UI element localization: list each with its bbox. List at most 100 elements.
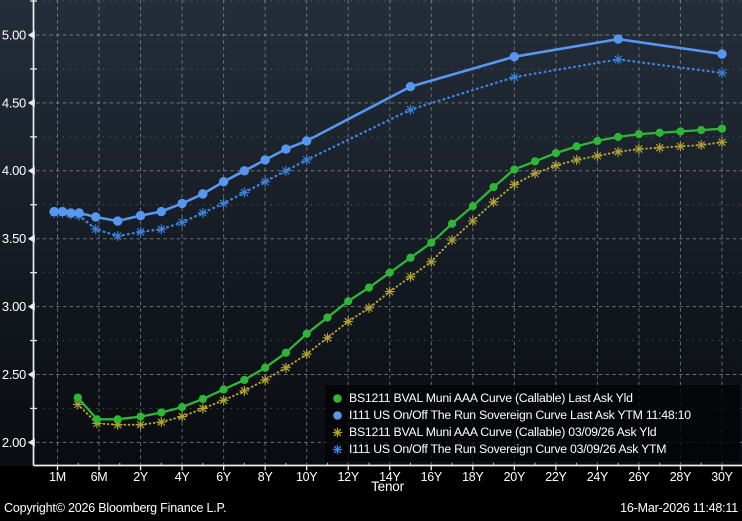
data-point-sovereign-030926-9Y[interactable] bbox=[280, 165, 291, 176]
data-point-sovereign-030926-6Y[interactable] bbox=[218, 198, 229, 209]
data-point-sovereign-last-15Y[interactable] bbox=[405, 81, 416, 92]
data-point-muni-last-4Y[interactable] bbox=[177, 402, 187, 412]
data-point-muni-last-15Y[interactable] bbox=[406, 253, 415, 262]
data-point-sovereign-030926-15Y[interactable] bbox=[405, 104, 416, 115]
data-point-sovereign-030926-6M[interactable] bbox=[90, 224, 101, 235]
data-point-muni-030926-24Y[interactable] bbox=[592, 150, 603, 161]
data-point-muni-last-6Y[interactable] bbox=[219, 385, 228, 394]
data-point-muni-last-9Y[interactable] bbox=[281, 348, 291, 357]
data-point-muni-last-17Y[interactable] bbox=[447, 219, 457, 228]
data-point-muni-last-20Y[interactable] bbox=[510, 165, 519, 174]
data-point-muni-030926-19Y[interactable] bbox=[488, 197, 499, 208]
data-point-sovereign-last-2M[interactable] bbox=[57, 206, 68, 217]
data-point-sovereign-last-30Y[interactable] bbox=[717, 49, 727, 59]
data-point-muni-030926-3Y[interactable] bbox=[156, 417, 167, 428]
data-point-muni-last-19Y[interactable] bbox=[489, 182, 498, 192]
data-point-sovereign-last-3M[interactable] bbox=[66, 208, 76, 218]
data-point-muni-last-22Y[interactable] bbox=[551, 149, 560, 158]
data-point-sovereign-030926-30Y[interactable] bbox=[716, 68, 727, 79]
data-point-muni-last-11Y[interactable] bbox=[323, 313, 332, 322]
data-point-muni-last-1Y[interactable] bbox=[113, 415, 122, 424]
data-point-muni-030926-30Y[interactable] bbox=[716, 137, 727, 148]
data-point-muni-last-6M[interactable] bbox=[92, 415, 102, 424]
data-point-muni-030926-5Y[interactable] bbox=[197, 403, 208, 414]
data-point-muni-030926-23Y[interactable] bbox=[571, 154, 582, 165]
data-point-sovereign-last-4Y[interactable] bbox=[177, 198, 187, 209]
data-point-muni-last-14Y[interactable] bbox=[385, 268, 394, 277]
data-point-sovereign-last-10Y[interactable] bbox=[301, 136, 312, 146]
data-point-sovereign-last-3Y[interactable] bbox=[156, 206, 167, 217]
data-point-muni-last-29Y[interactable] bbox=[697, 125, 706, 135]
data-point-sovereign-last-6Y[interactable] bbox=[218, 176, 229, 187]
data-point-sovereign-030926-4Y[interactable] bbox=[177, 217, 188, 228]
legend-item-muni-last[interactable]: BS1211 BVAL Muni AAA Curve (Callable) La… bbox=[331, 390, 734, 406]
data-point-muni-030926-18Y[interactable] bbox=[467, 216, 478, 227]
data-point-muni-last-10Y[interactable] bbox=[302, 329, 311, 338]
data-point-muni-030926-27Y[interactable] bbox=[654, 142, 665, 153]
data-point-sovereign-030926-7Y[interactable] bbox=[239, 187, 250, 198]
data-point-muni-last-5Y[interactable] bbox=[198, 394, 207, 404]
data-point-sovereign-last-1M[interactable] bbox=[49, 206, 59, 217]
data-point-muni-last-28Y[interactable] bbox=[676, 127, 685, 136]
data-point-sovereign-last-4M[interactable] bbox=[74, 208, 84, 218]
data-point-muni-030926-10Y[interactable] bbox=[301, 349, 312, 360]
data-point-muni-030926-17Y[interactable] bbox=[447, 235, 458, 246]
data-point-muni-last-21Y[interactable] bbox=[530, 157, 540, 166]
data-point-sovereign-030926-10Y[interactable] bbox=[301, 154, 312, 165]
data-point-muni-030926-13Y[interactable] bbox=[363, 302, 374, 313]
data-point-sovereign-030926-3Y[interactable] bbox=[156, 224, 167, 235]
data-point-muni-030926-3M[interactable] bbox=[72, 399, 83, 410]
data-point-muni-030926-15Y[interactable] bbox=[405, 271, 416, 282]
data-point-sovereign-last-1Y[interactable] bbox=[113, 216, 123, 226]
data-point-muni-030926-16Y[interactable] bbox=[426, 256, 437, 267]
data-point-sovereign-030926-25Y[interactable] bbox=[613, 54, 624, 65]
legend-item-sovereign-030926[interactable]: I111 US On/Off The Run Sovereign Curve 0… bbox=[331, 441, 734, 457]
data-point-sovereign-last-2Y[interactable] bbox=[135, 210, 146, 221]
data-point-muni-030926-8Y[interactable] bbox=[260, 374, 271, 385]
data-point-muni-last-18Y[interactable] bbox=[468, 202, 477, 211]
data-point-muni-030926-25Y[interactable] bbox=[613, 146, 624, 157]
data-point-muni-last-8Y[interactable] bbox=[261, 363, 270, 372]
data-point-sovereign-last-9Y[interactable] bbox=[281, 144, 291, 154]
data-point-muni-last-24Y[interactable] bbox=[593, 136, 602, 146]
data-point-muni-030926-28Y[interactable] bbox=[675, 141, 686, 152]
data-point-sovereign-last-6M[interactable] bbox=[91, 212, 101, 222]
data-point-muni-030926-20Y[interactable] bbox=[509, 179, 520, 190]
data-point-sovereign-030926-20Y[interactable] bbox=[509, 72, 520, 83]
data-point-muni-030926-9Y[interactable] bbox=[280, 362, 291, 373]
data-point-muni-last-30Y[interactable] bbox=[717, 124, 727, 133]
data-point-muni-last-16Y[interactable] bbox=[427, 238, 436, 247]
data-point-muni-030926-14Y[interactable] bbox=[384, 286, 395, 297]
data-point-muni-last-23Y[interactable] bbox=[572, 142, 581, 151]
data-point-sovereign-030926-2Y[interactable] bbox=[135, 226, 146, 237]
data-point-muni-030926-22Y[interactable] bbox=[550, 160, 561, 171]
legend-item-sovereign-last[interactable]: I111 US On/Off The Run Sovereign Curve L… bbox=[331, 407, 734, 423]
data-point-muni-030926-2Y[interactable] bbox=[135, 419, 146, 430]
data-point-muni-last-25Y[interactable] bbox=[614, 132, 623, 141]
legend-item-muni-030926[interactable]: BS1211 BVAL Muni AAA Curve (Callable) 03… bbox=[331, 424, 734, 440]
data-point-muni-030926-12Y[interactable] bbox=[343, 316, 354, 327]
data-point-sovereign-last-7Y[interactable] bbox=[239, 166, 250, 176]
data-point-sovereign-last-25Y[interactable] bbox=[613, 34, 623, 44]
data-point-muni-030926-4Y[interactable] bbox=[177, 411, 188, 422]
data-point-muni-030926-11Y[interactable] bbox=[322, 332, 333, 343]
data-point-sovereign-last-5Y[interactable] bbox=[198, 189, 208, 199]
data-point-muni-last-2Y[interactable] bbox=[136, 412, 145, 421]
data-point-muni-last-27Y[interactable] bbox=[655, 128, 664, 137]
data-point-muni-030926-6Y[interactable] bbox=[218, 395, 229, 406]
data-point-muni-last-12Y[interactable] bbox=[344, 297, 353, 306]
data-point-sovereign-030926-1Y[interactable] bbox=[112, 230, 123, 241]
data-point-muni-030926-29Y[interactable] bbox=[696, 139, 707, 150]
data-point-sovereign-last-8Y[interactable] bbox=[260, 155, 270, 165]
data-point-muni-030926-7Y[interactable] bbox=[239, 385, 250, 396]
data-point-muni-last-13Y[interactable] bbox=[364, 283, 374, 292]
data-point-muni-last-3Y[interactable] bbox=[157, 408, 166, 417]
data-point-sovereign-last-20Y[interactable] bbox=[509, 52, 520, 62]
data-point-sovereign-030926-8Y[interactable] bbox=[260, 176, 271, 187]
data-point-muni-last-26Y[interactable] bbox=[634, 130, 644, 139]
data-point-sovereign-030926-5Y[interactable] bbox=[197, 207, 208, 218]
data-point-muni-030926-26Y[interactable] bbox=[633, 144, 644, 155]
data-point-muni-last-7Y[interactable] bbox=[240, 375, 249, 385]
data-point-muni-last-3M[interactable] bbox=[73, 393, 82, 402]
data-point-muni-030926-21Y[interactable] bbox=[530, 168, 541, 179]
